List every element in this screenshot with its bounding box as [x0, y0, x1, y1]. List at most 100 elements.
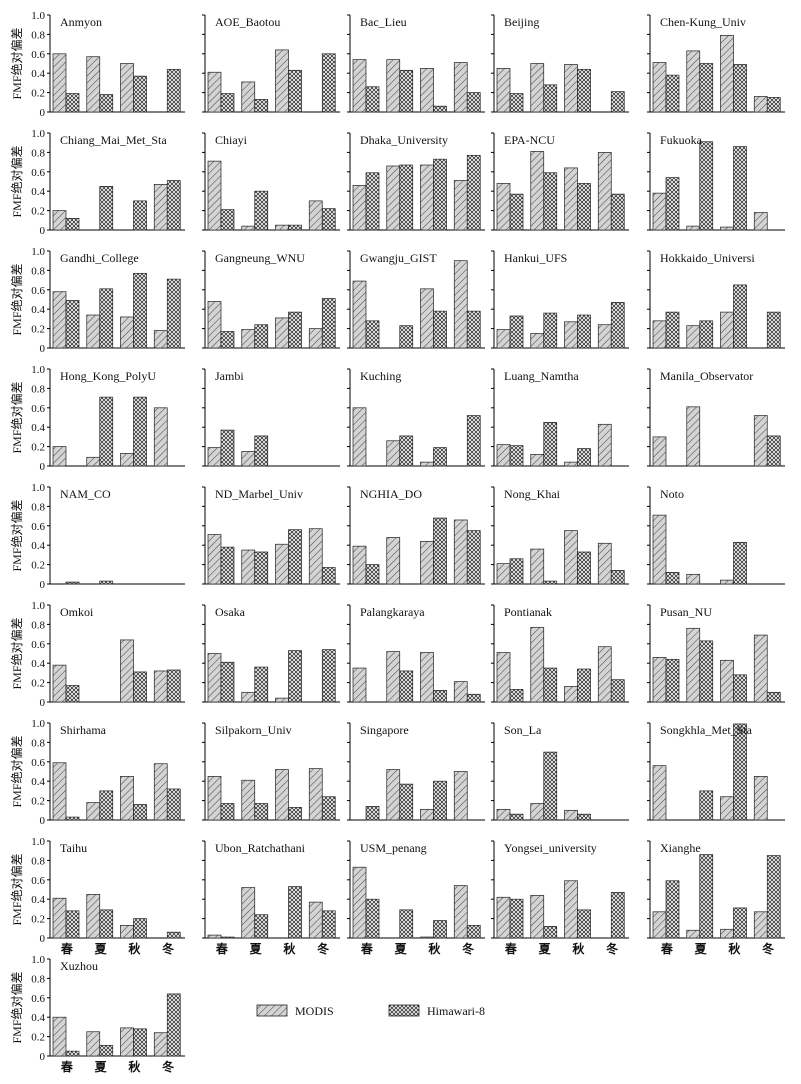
panel-title: ND_Marbel_Univ [215, 487, 303, 501]
bar-modis-3 [420, 652, 434, 703]
bar-himawari-2 [543, 172, 558, 231]
bar-himawari-2 [699, 63, 714, 113]
bar-himawari-1 [220, 429, 235, 467]
panel-son-la: Son_La [491, 722, 629, 821]
bar-modis-4 [453, 180, 468, 231]
y-tick-label: 0.4 [31, 776, 45, 788]
panel-title: Kuching [360, 369, 401, 383]
panel-xianghe: Xianghe 春 夏 秋 冬 [647, 840, 785, 956]
bar-himawari-4 [766, 435, 781, 467]
panel-noto: Noto [647, 486, 785, 585]
bar-modis-2 [686, 627, 701, 703]
bar-modis-3 [720, 579, 734, 585]
panel-nam-co: 0 0.2 0.4 0.6 0.8 1.0 NAM_CO FMF绝对偏差 [9, 482, 185, 591]
bar-modis-3 [420, 936, 434, 939]
panel-songkhla-met-sta: Songkhla_Met_Sta [647, 722, 785, 821]
bar-modis-3 [720, 928, 734, 939]
bar-modis-4 [308, 200, 323, 231]
bar-himawari-3 [133, 396, 147, 467]
bar-modis-1 [496, 67, 511, 113]
bar-modis-2 [686, 50, 701, 113]
bar-modis-2 [386, 165, 401, 231]
bar-himawari-1 [365, 898, 380, 939]
y-tick-label: 0 [40, 343, 46, 355]
bar-modis-2 [241, 887, 256, 939]
bar-himawari-2 [399, 670, 414, 703]
panel-palangkaraya: Palangkaraya [347, 604, 485, 703]
panel-pontianak: Pontianak [491, 604, 629, 703]
y-tick-label: 0.6 [31, 285, 45, 297]
x-tick-label: 秋 [128, 941, 141, 956]
panel-title: Beijing [504, 15, 539, 29]
bar-modis-2 [530, 803, 545, 821]
bar-himawari-3 [577, 909, 591, 939]
bar-himawari-3 [433, 158, 447, 231]
bar-himawari-1 [65, 300, 80, 349]
panel-title: Shirhama [60, 723, 107, 737]
bar-modis-2 [686, 929, 701, 939]
panel-title: Nong_Khai [504, 487, 561, 501]
bar-modis-4 [753, 212, 768, 231]
bar-himawari-1 [65, 816, 80, 821]
bar-himawari-4 [321, 567, 336, 585]
panel-kuching: Kuching [347, 368, 485, 467]
panel-title: Manila_Observator [660, 369, 753, 383]
bar-modis-1 [52, 897, 67, 939]
bar-himawari-1 [65, 910, 80, 939]
bar-himawari-3 [577, 448, 591, 467]
panel-pusan-nu: Pusan_NU [647, 604, 785, 703]
panel-aoe-baotou: AOE_Baotou [202, 14, 340, 113]
y-tick-label: 0.4 [31, 422, 45, 434]
panel-title: Chiang_Mai_Met_Sta [60, 133, 167, 147]
bar-modis-1 [652, 320, 667, 349]
panel-title: Gwangju_GIST [360, 251, 437, 265]
bar-modis-1 [52, 446, 67, 467]
bar-himawari-3 [133, 671, 147, 703]
y-tick-label: 0.8 [31, 737, 45, 749]
bar-himawari-1 [509, 813, 524, 821]
panel-bac-lieu: Bac_Lieu [347, 14, 485, 113]
bar-modis-1 [352, 59, 367, 113]
x-tick-label: 夏 [539, 942, 552, 956]
bar-himawari-3 [733, 674, 747, 703]
bar-modis-2 [86, 314, 101, 349]
bar-modis-3 [420, 461, 434, 467]
bar-himawari-3 [433, 920, 447, 939]
bar-modis-2 [241, 549, 256, 585]
panel-title: Chiayi [215, 133, 248, 147]
bar-himawari-3 [733, 284, 747, 349]
bar-modis-2 [386, 537, 401, 585]
bar-modis-1 [496, 896, 511, 939]
y-tick-label: 0.2 [31, 88, 45, 100]
bar-modis-4 [453, 681, 468, 703]
bar-himawari-3 [133, 1028, 147, 1057]
panel-manila-observator: Manila_Observator [647, 368, 785, 467]
y-tick-label: 1.0 [31, 718, 45, 730]
panel-title: Xuzhou [60, 959, 98, 973]
y-tick-label: 0 [40, 815, 46, 827]
bar-himawari-4 [610, 679, 625, 703]
bar-modis-3 [420, 164, 434, 231]
y-tick-label: 0.6 [31, 639, 45, 651]
x-tick-label: 夏 [95, 942, 108, 956]
bar-himawari-2 [99, 94, 114, 113]
panel-hankui-ufs: Hankui_UFS [491, 250, 629, 349]
bar-modis-3 [720, 659, 734, 703]
y-tick-label: 0.6 [31, 875, 45, 887]
panel-gandhi-college: 0 0.2 0.4 0.6 0.8 1.0 Gandhi_College FMF绝对偏差 [9, 246, 185, 355]
bar-himawari-1 [665, 572, 680, 585]
bar-himawari-4 [466, 310, 481, 349]
y-tick-label: 0.4 [31, 186, 45, 198]
panel-title: Singapore [360, 723, 409, 737]
bar-himawari-2 [99, 1044, 114, 1057]
bar-modis-4 [597, 324, 612, 349]
bar-modis-4 [753, 775, 768, 821]
y-tick-label: 0.6 [31, 49, 45, 61]
bar-modis-3 [120, 63, 134, 113]
bar-modis-3 [275, 49, 289, 113]
panel-title: Songkhla_Met_Sta [660, 723, 753, 737]
bar-himawari-2 [543, 84, 558, 113]
x-tick-label: 冬 [762, 941, 774, 956]
panel-singapore: Singapore [347, 722, 485, 821]
